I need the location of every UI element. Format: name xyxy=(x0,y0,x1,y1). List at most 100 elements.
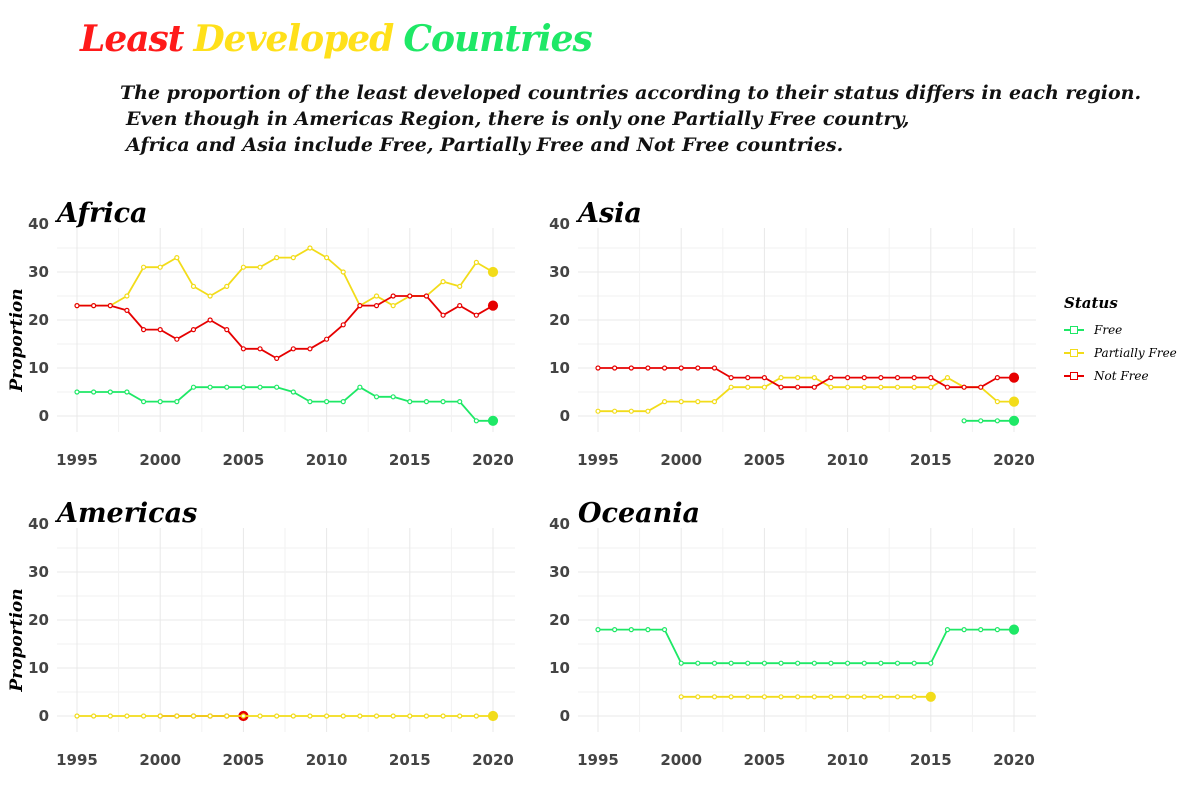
x-tick-label: 2000 xyxy=(139,451,181,469)
x-tick-label: 2020 xyxy=(993,451,1035,469)
y-tick-label: 30 xyxy=(28,563,49,581)
data-point-africa-not-free xyxy=(487,300,499,311)
data-point-oceania-free xyxy=(844,660,851,666)
data-point-asia-not-free xyxy=(795,384,801,390)
data-point-oceania-free xyxy=(961,626,967,633)
x-tick-label: 2015 xyxy=(389,451,431,469)
y-tick-label: 30 xyxy=(28,263,49,281)
data-point-asia-not-free xyxy=(861,375,867,381)
data-point-africa-partially-free xyxy=(240,264,246,270)
y-tick-label: 20 xyxy=(28,611,49,629)
data-point-asia-free xyxy=(961,418,967,424)
x-tick-label: 2020 xyxy=(472,751,514,769)
chart-title: Least Developed Countries xyxy=(80,18,602,60)
legend-label-free: Free xyxy=(1094,322,1123,337)
data-point-americas-partially-free xyxy=(107,713,113,719)
data-point-asia-not-free xyxy=(628,365,634,371)
data-point-asia-partially-free xyxy=(861,384,867,390)
data-point-oceania-free xyxy=(761,660,768,666)
data-point-americas-partially-free xyxy=(473,713,479,719)
data-point-africa-free xyxy=(487,415,499,426)
data-point-africa-free xyxy=(290,389,296,395)
x-tick-label: 2020 xyxy=(993,751,1035,769)
data-point-asia-partially-free xyxy=(728,384,734,390)
data-point-africa-not-free xyxy=(124,307,130,313)
data-point-asia-not-free xyxy=(745,375,751,381)
legend-item-free: Free xyxy=(1064,318,1177,341)
data-point-americas-partially-free xyxy=(140,713,147,719)
series-line-asia-partially-free xyxy=(598,376,1014,413)
x-tick-label: 2000 xyxy=(660,451,702,469)
data-point-americas-partially-free xyxy=(373,713,380,719)
y-tick-label: 0 xyxy=(39,707,49,725)
data-point-oceania-partially-free xyxy=(695,694,701,700)
data-point-oceania-partially-free xyxy=(911,694,917,700)
data-point-oceania-free xyxy=(928,660,934,666)
data-point-oceania-free xyxy=(745,660,751,666)
data-point-africa-not-free xyxy=(157,327,163,333)
data-point-africa-free xyxy=(157,399,163,405)
data-point-africa-not-free xyxy=(340,322,346,328)
data-point-africa-partially-free xyxy=(324,255,330,261)
data-point-oceania-free xyxy=(595,626,601,633)
data-point-asia-not-free xyxy=(595,365,601,371)
y-tick-label: 20 xyxy=(549,611,570,629)
data-point-americas-partially-free xyxy=(407,713,413,719)
data-point-americas-partially-free xyxy=(74,713,80,719)
data-point-africa-free xyxy=(190,384,197,390)
data-point-asia-partially-free xyxy=(928,384,934,390)
subtitle-line-2: Even though in Americas Region, there is… xyxy=(126,108,910,130)
panel-title-americas: Americas xyxy=(54,498,197,529)
data-point-asia-not-free xyxy=(878,375,884,381)
y-tick-label: 30 xyxy=(549,563,570,581)
data-point-asia-not-free xyxy=(961,384,967,390)
data-point-oceania-partially-free xyxy=(745,694,751,700)
x-tick-label: 2000 xyxy=(660,751,702,769)
data-point-asia-partially-free xyxy=(811,375,817,381)
data-point-africa-not-free xyxy=(274,355,280,361)
y-axis-label: Proportion xyxy=(7,588,27,692)
data-point-oceania-free xyxy=(994,626,1000,633)
y-tick-label: 20 xyxy=(28,311,49,329)
data-point-oceania-partially-free xyxy=(844,694,851,700)
data-point-africa-partially-free xyxy=(174,255,180,261)
data-point-asia-not-free xyxy=(645,365,651,371)
data-point-oceania-free xyxy=(1008,624,1020,635)
data-point-oceania-partially-free xyxy=(861,694,867,700)
x-tick-label: 2010 xyxy=(306,451,348,469)
data-point-americas-partially-free xyxy=(290,713,296,719)
data-point-asia-partially-free xyxy=(628,408,634,414)
legend-swatch-partially-free xyxy=(1064,347,1084,359)
data-point-oceania-partially-free xyxy=(795,694,801,700)
data-point-africa-free xyxy=(407,399,413,405)
data-point-americas-partially-free xyxy=(487,710,499,722)
data-point-americas-partially-free xyxy=(174,713,180,719)
title-word-countries: Countries xyxy=(403,18,592,60)
y-tick-label: 10 xyxy=(28,359,49,377)
panel-title-asia: Asia xyxy=(575,198,642,229)
data-point-africa-not-free xyxy=(240,346,246,352)
data-point-africa-not-free xyxy=(357,303,363,309)
y-tick-label: 0 xyxy=(560,707,570,725)
x-tick-label: 1995 xyxy=(577,451,619,469)
data-point-africa-partially-free xyxy=(224,283,230,289)
x-tick-label: 2015 xyxy=(910,451,952,469)
data-point-africa-partially-free xyxy=(257,264,263,270)
title-word-developed: Developed xyxy=(193,18,394,60)
x-tick-label: 2000 xyxy=(139,751,181,769)
data-point-asia-not-free xyxy=(928,375,934,381)
data-point-americas-partially-free xyxy=(190,713,197,719)
data-point-africa-not-free xyxy=(407,293,413,299)
legend-item-partially-free: Partially Free xyxy=(1064,341,1177,364)
data-point-asia-not-free xyxy=(911,375,917,381)
y-axis-label: Proportion xyxy=(7,288,27,392)
data-point-asia-not-free xyxy=(811,384,817,390)
data-point-asia-partially-free xyxy=(711,399,718,405)
data-point-africa-not-free xyxy=(74,303,80,309)
data-point-africa-free xyxy=(274,384,280,390)
data-point-africa-free xyxy=(357,384,363,390)
data-point-oceania-free xyxy=(861,660,867,666)
y-tick-label: 0 xyxy=(560,407,570,425)
data-point-africa-free xyxy=(257,384,263,390)
